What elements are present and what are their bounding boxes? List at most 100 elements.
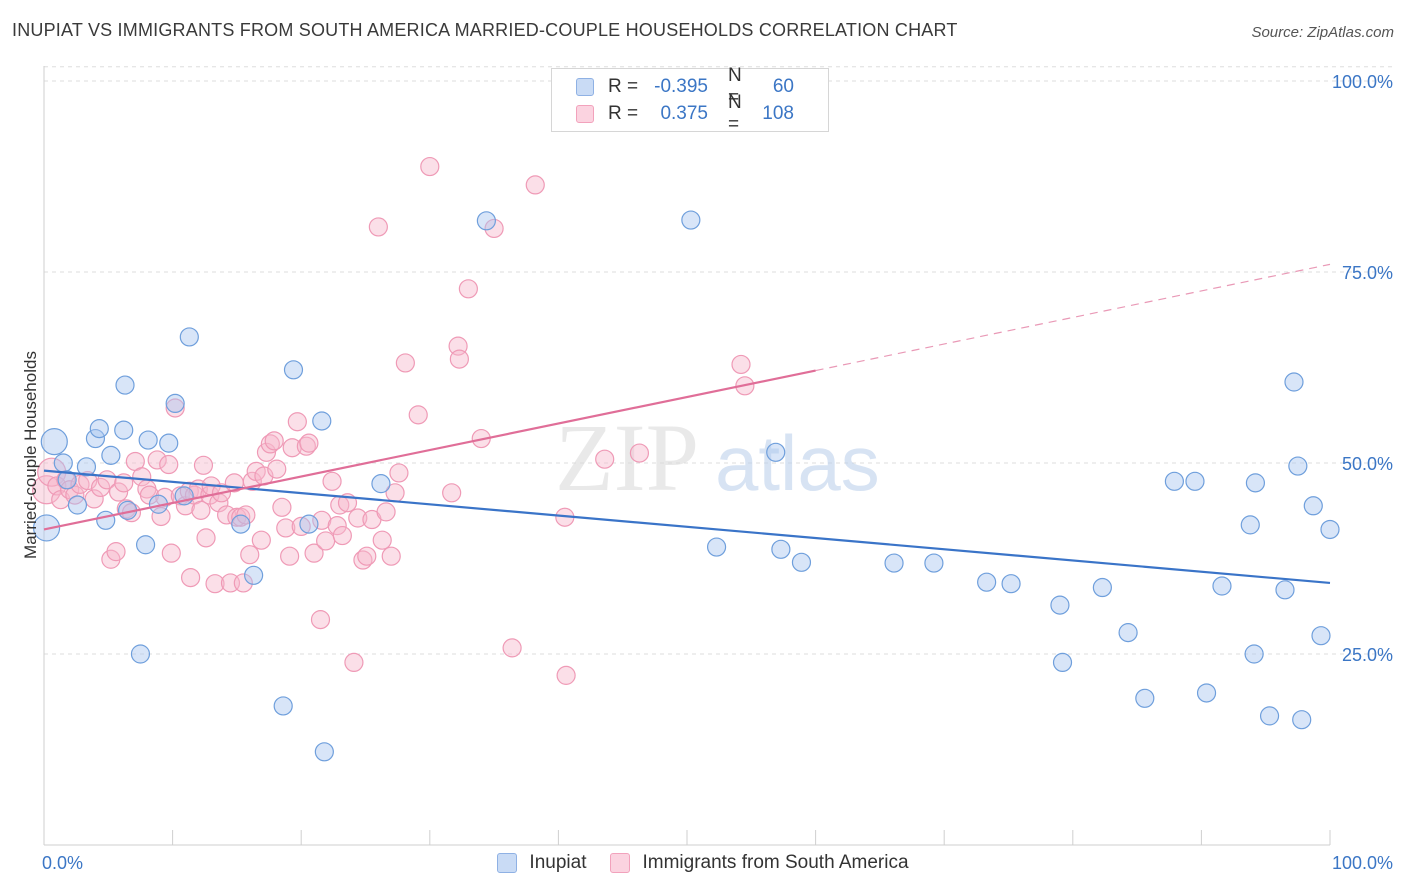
x-tick-label: 100.0% — [1332, 853, 1393, 873]
data-point-immigrants — [106, 542, 126, 562]
series-legend-label: Inupiat — [529, 852, 587, 873]
legend-row-immigrants: R = 0.375 N = 108 — [576, 92, 794, 135]
axis-labels: 25.0% 50.0% 75.0% 100.0% 0.0% 100.0% Married-c… — [21, 72, 1393, 873]
data-point-immigrants — [296, 436, 316, 456]
data-point-inupiat — [1185, 471, 1205, 491]
data-point-immigrants — [395, 353, 415, 373]
data-point-inupiat — [706, 537, 727, 557]
data-point-inupiat — [1245, 473, 1266, 493]
data-point-immigrants — [159, 454, 179, 475]
watermark-zip: ZIP — [555, 404, 699, 511]
data-point-inupiat — [771, 539, 791, 559]
data-point-inupiat — [924, 553, 944, 573]
y-tick-label: 25.0% — [1342, 645, 1393, 665]
data-point-immigrants — [147, 450, 167, 470]
gridlines — [44, 66, 1392, 655]
data-point-inupiat — [1288, 456, 1308, 476]
y-tick-label: 50.0% — [1342, 454, 1393, 474]
data-point-inupiat — [1052, 652, 1073, 673]
data-point-immigrants — [90, 477, 111, 498]
data-point-immigrants — [344, 652, 364, 673]
chart-title: INUPIAT VS IMMIGRANTS FROM SOUTH AMERICA… — [12, 20, 958, 40]
data-point-inupiat — [1303, 496, 1323, 516]
series-legend-immigrants: Immigrants from South America — [610, 852, 909, 874]
data-point-immigrants — [376, 502, 396, 522]
data-point-immigrants — [442, 483, 462, 503]
data-point-inupiat — [1259, 706, 1280, 726]
data-point-inupiat — [766, 442, 786, 462]
legend-swatch-immigrants — [576, 105, 594, 123]
data-point-inupiat — [476, 211, 496, 231]
data-point-immigrants — [299, 433, 319, 453]
data-point-inupiat — [312, 411, 332, 431]
data-point-inupiat — [115, 375, 135, 395]
data-point-immigrants — [132, 467, 152, 487]
data-point-inupiat — [85, 428, 106, 449]
data-point-inupiat — [53, 453, 73, 473]
data-point-immigrants — [484, 218, 504, 239]
data-point-inupiat — [314, 742, 334, 762]
correlation-legend: R = -0.395 N = 60 R = 0.375 N = 108 — [551, 65, 829, 135]
data-point-inupiat — [76, 457, 97, 477]
data-point-immigrants — [84, 489, 104, 509]
data-point-immigrants — [368, 217, 388, 237]
data-point-immigrants — [165, 398, 185, 418]
data-point-immigrants — [280, 546, 300, 566]
data-point-inupiat — [57, 470, 77, 490]
data-point-inupiat — [283, 360, 304, 380]
data-point-immigrants — [525, 175, 545, 195]
source-label: Source: ZipAtlas.com — [1251, 24, 1394, 41]
data-point-inupiat — [89, 419, 109, 439]
data-point-inupiat — [977, 572, 997, 592]
data-point-inupiat — [1212, 576, 1232, 596]
data-point-inupiat — [1092, 577, 1112, 598]
trend-line-immigrants-extension — [815, 263, 1331, 372]
data-point-inupiat — [371, 474, 391, 494]
data-point-immigrants — [193, 455, 214, 475]
data-point-immigrants — [264, 431, 284, 451]
data-point-inupiat — [1196, 683, 1217, 703]
data-point-immigrants — [458, 279, 478, 299]
data-point-inupiat — [273, 696, 293, 716]
data-point-immigrants — [327, 516, 347, 536]
data-point-immigrants — [312, 510, 332, 530]
data-point-immigrants — [316, 531, 336, 551]
data-point-immigrants — [381, 546, 401, 566]
watermark: ZIP atlas — [555, 404, 880, 511]
data-point-inupiat — [1118, 623, 1138, 643]
x-tick-label: 0.0% — [42, 853, 83, 873]
data-point-inupiat — [40, 428, 68, 456]
data-point-inupiat — [159, 433, 179, 453]
data-point-inupiat — [1001, 574, 1021, 594]
data-point-inupiat — [1164, 471, 1184, 491]
legend-n-value: 108 — [762, 103, 794, 124]
data-point-inupiat — [681, 210, 701, 230]
data-point-inupiat — [1311, 626, 1331, 646]
data-point-immigrants — [196, 528, 216, 548]
data-point-immigrants — [240, 545, 260, 565]
data-point-inupiat — [101, 445, 121, 465]
data-point-immigrants — [108, 482, 129, 502]
data-point-inupiat — [1240, 515, 1260, 535]
legend-n-label: N = — [728, 65, 742, 108]
data-point-inupiat — [791, 552, 812, 572]
trend-line-inupiat — [43, 469, 1331, 585]
data-point-immigrants — [251, 530, 271, 550]
data-point-immigrants — [353, 550, 373, 570]
data-point-inupiat — [1244, 644, 1264, 664]
data-point-inupiat — [1284, 372, 1304, 392]
series-legend-swatch-immigrants — [610, 853, 631, 873]
data-point-inupiat — [114, 420, 134, 440]
data-point-immigrants — [161, 543, 181, 563]
series-legend: Inupiat Immigrants from South America — [0, 852, 1406, 874]
data-point-immigrants — [291, 516, 311, 537]
data-point-immigrants — [629, 443, 650, 463]
data-point-inupiat — [1050, 595, 1070, 615]
legend-n-label: N = — [728, 92, 742, 135]
axes — [43, 66, 1331, 846]
trend-line-immigrants — [43, 369, 816, 531]
series-legend-swatch-inupiat — [497, 853, 518, 873]
data-point-inupiat — [884, 553, 904, 573]
data-point-immigrants — [310, 610, 331, 630]
